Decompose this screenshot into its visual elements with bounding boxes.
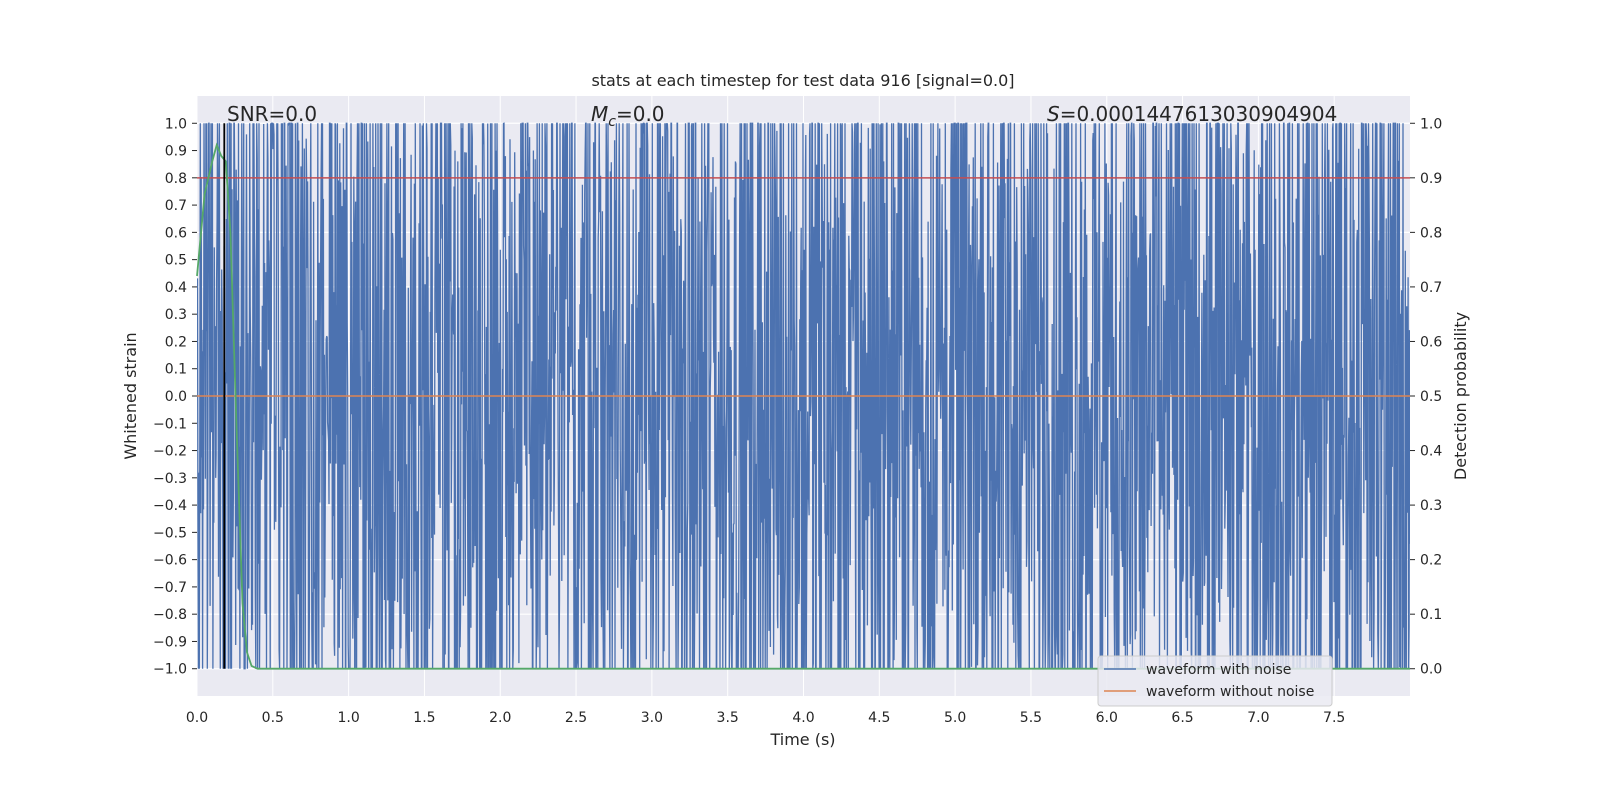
- snr-annotation: SNR=0.0: [227, 102, 317, 126]
- x-tick-label: 4.0: [792, 710, 814, 726]
- y-left-tick-label: −0.7: [153, 580, 187, 596]
- x-tick-label: 1.5: [413, 710, 435, 726]
- y-left-tick-label: 0.8: [165, 171, 187, 187]
- x-tick-label: 2.5: [565, 710, 587, 726]
- legend-label-noise: waveform with noise: [1146, 662, 1291, 678]
- y-right-axis-label: Detection probability: [1451, 312, 1470, 480]
- x-tick-label: 7.5: [1323, 710, 1345, 726]
- y-left-axis-label: Whitened strain: [121, 332, 140, 459]
- y-right-tick-label: 0.0: [1420, 662, 1442, 678]
- chirp-mass-subscript: c: [608, 114, 616, 130]
- x-tick-label: 2.0: [489, 710, 511, 726]
- chirp-mass-value: =0.0: [616, 102, 665, 126]
- y-left-tick-label: −0.9: [153, 634, 187, 650]
- x-tick-label: 4.5: [868, 710, 890, 726]
- x-tick-label: 5.5: [1020, 710, 1042, 726]
- y-left-tick-label: 0.4: [165, 280, 187, 296]
- y-left-tick-label: 0.2: [165, 334, 187, 350]
- y-right-tick-label: 0.1: [1420, 607, 1442, 623]
- y-left-tick-label: −0.6: [153, 553, 187, 569]
- y-right-tick-label: 0.7: [1420, 280, 1442, 296]
- x-tick-label: 5.0: [944, 710, 966, 726]
- chirp-mass-annotation: Mc=0.0: [591, 102, 665, 130]
- y-left-tick-label: −1.0: [153, 662, 187, 678]
- y-right-tick-label: 0.3: [1420, 498, 1442, 514]
- x-tick-label: 7.0: [1247, 710, 1269, 726]
- y-left-tick-label: −0.8: [153, 607, 187, 623]
- y-right-tick-label: 0.9: [1420, 171, 1442, 187]
- y-right-tick-label: 0.6: [1420, 334, 1442, 350]
- y-left-tick-label: −0.4: [153, 498, 187, 514]
- y-left-tick-label: −0.3: [153, 471, 187, 487]
- y-left-tick-label: 1.0: [165, 116, 187, 132]
- series-detection-probability: [196, 142, 1410, 670]
- score-symbol: S: [1047, 102, 1060, 126]
- y-right-tick-label: 0.4: [1420, 444, 1442, 460]
- x-tick-label: 0.0: [186, 710, 208, 726]
- legend-label-clean: waveform without noise: [1146, 684, 1314, 700]
- y-right-tick-label: 0.8: [1420, 225, 1442, 241]
- score-value: =0.0001447613030904904: [1060, 102, 1338, 126]
- y-right-tick-label: 1.0: [1420, 116, 1442, 132]
- x-tick-label: 3.5: [717, 710, 739, 726]
- y-right-tick-label: 0.5: [1420, 389, 1442, 405]
- x-tick-label: 1.0: [337, 710, 359, 726]
- y-left-tick-label: −0.1: [153, 416, 187, 432]
- y-left-tick-label: 0.9: [165, 144, 187, 160]
- y-left-tick-label: −0.5: [153, 525, 187, 541]
- score-annotation: S=0.0001447613030904904: [1047, 102, 1337, 126]
- legend-box: [1097, 655, 1333, 707]
- y-left-tick-label: 0.1: [165, 362, 187, 378]
- y-left-tick-label: 0.5: [165, 253, 187, 269]
- x-axis-label: Time (s): [769, 730, 835, 749]
- x-tick-label: 6.0: [1096, 710, 1118, 726]
- y-left-tick-label: 0.0: [165, 389, 187, 405]
- y-left-tick-label: 0.3: [165, 307, 187, 323]
- chirp-mass-symbol: M: [591, 102, 608, 126]
- chart-title: stats at each timestep for test data 916…: [591, 71, 1014, 90]
- y-left-axis-ticks: 1.0 0.9 0.8 0.7 0.6 0.5 0.4 0.3 0.2 0.1 0.0 −0.1 −0.…: [153, 116, 197, 678]
- x-axis-ticks: 0.0 0.5 1.0 1.5 2.0 2.5 3.0 3.5 4.0 4.5 5.0 5.5 6.0 6…: [186, 710, 1345, 726]
- x-tick-label: 0.5: [262, 710, 284, 726]
- x-tick-label: 6.5: [1171, 710, 1193, 726]
- y-right-tick-label: 0.2: [1420, 553, 1442, 569]
- y-left-tick-label: 0.6: [165, 225, 187, 241]
- y-right-axis-ticks: 1.0 0.9 0.8 0.7 0.6 0.5 0.4 0.3 0.2 0.1 0.0: [1410, 116, 1442, 678]
- legend: waveform with noise waveform without noi…: [1097, 655, 1333, 707]
- y-left-tick-label: 0.7: [165, 198, 187, 214]
- x-tick-label: 3.0: [641, 710, 663, 726]
- y-left-tick-label: −0.2: [153, 444, 187, 460]
